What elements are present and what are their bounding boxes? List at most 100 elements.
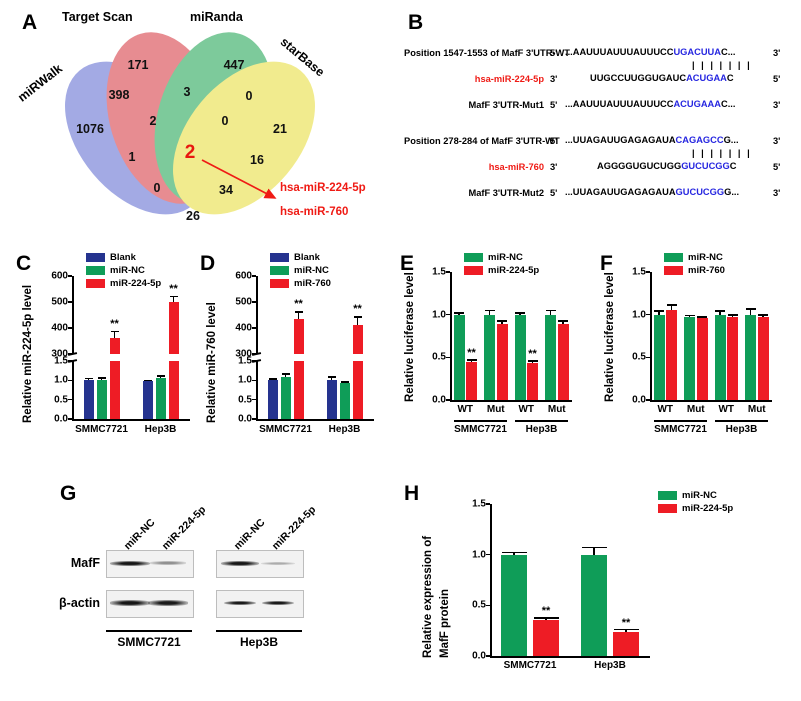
legend-label-0: miR-NC (682, 490, 717, 501)
seq-mut-post-1: C... (720, 99, 736, 109)
y-tick-lower (68, 379, 72, 382)
x-category-label: WT (457, 404, 474, 415)
venn-count-left-low: 0 (153, 181, 161, 195)
y-tick-label-upper: 500 (235, 296, 252, 308)
x-category-label: Mut (747, 404, 766, 415)
bar-miR-224-5p-0 (533, 619, 559, 656)
panel-d-letter: D (200, 252, 216, 275)
seq-target-5prime-2: 5' (550, 136, 558, 146)
bar-miR-224-5p-Hep3B-lower (168, 361, 179, 419)
errorbar-cap (558, 319, 568, 322)
x-axis (256, 419, 374, 421)
errorbar-cap (353, 316, 362, 319)
seq-mut-post-2: G... (724, 187, 740, 197)
seq-mirna-3prime-2: 3' (550, 162, 558, 172)
venn-count-right-mid: 16 (250, 153, 264, 167)
errorbar-cap (97, 376, 106, 379)
bar-miR-NC-1 (484, 314, 495, 400)
y-tick-label-upper: 600 (51, 270, 68, 282)
errorbar-cap (497, 319, 507, 322)
blot-band-0-1-0 (221, 560, 260, 566)
panel-a-letter: A (22, 11, 38, 34)
errorbar-cap (340, 380, 349, 383)
legend-label-1: miR-224-5p (488, 265, 540, 276)
legend-swatch-1 (464, 266, 483, 275)
significance-mark: ** (110, 317, 119, 330)
y-tick-label: 0.0 (472, 650, 486, 662)
bar-miR-NC-Hep3B (155, 378, 166, 419)
y-axis-label-line1: Relative expression of (422, 535, 434, 658)
seq-mut-sequence-2: ...UUAGAUUGAGAGAUAGUCUCGGG... (565, 187, 740, 197)
y-tick-lower (252, 379, 256, 382)
bar-miR-224-5p-Hep3B-upper (168, 302, 179, 354)
errorbar (113, 330, 116, 339)
errorbar-cap (110, 330, 119, 333)
y-tick-lower (68, 360, 72, 362)
y-tick-label: 0.5 (472, 599, 486, 611)
venn-count-center: 2 (184, 142, 196, 163)
legend-swatch-0 (664, 253, 683, 262)
blot-lane-label-1: miR-224-5p (159, 503, 209, 553)
y-tick (446, 271, 450, 273)
y-tick-label: 1.5 (632, 266, 646, 278)
y-axis (490, 504, 492, 656)
venn-label-targetscan: Target Scan (62, 10, 133, 24)
errorbar (670, 304, 673, 310)
errorbar-cap (715, 310, 725, 313)
bar-miR-NC-SMMC7721 (96, 380, 107, 419)
x-axis (490, 656, 650, 658)
x-category-label: Mut (486, 404, 505, 415)
seq-mirna-seed-1: ACUGAA (686, 73, 727, 83)
errorbar-cap (758, 313, 768, 316)
bar-miR-NC-SMMC7721 (280, 377, 291, 419)
seq-mut-seed-2: GUCUCGG (675, 187, 725, 197)
y-tick-label-upper: 300 (235, 348, 252, 360)
seq-pairing-bars-1: | | | | | | | (692, 60, 752, 70)
y-tick-label-lower: 1.5 (54, 355, 68, 367)
seq-mut-seed-1: ACUGAAA (673, 99, 721, 109)
blot-band-1-1-1 (261, 600, 294, 606)
bar-miR-NC-0 (453, 314, 465, 400)
venn-count-targetscan-miranda: 3 (183, 85, 191, 99)
chart-legend: miR-NC miR-224-5p (464, 252, 539, 278)
errorbar-cap (613, 628, 639, 631)
bar-miR-NC-2 (714, 314, 726, 400)
y-axis-label-line2: MafF protein (439, 589, 451, 658)
blot-box-0-1 (216, 550, 304, 578)
bar-miR-NC-3 (745, 314, 756, 400)
blot-cellline-label-0: SMMC7721 (117, 635, 181, 649)
seq-mut-5prime-2: 5' (550, 188, 558, 198)
y-tick-label-lower: 1.0 (54, 374, 68, 386)
legend-swatch-0 (86, 253, 105, 262)
seq-target-3prime-1: 3' (773, 48, 781, 58)
blot-cellline-underline-1 (216, 630, 302, 632)
y-tick-label: 0.0 (632, 394, 646, 406)
errorbar (172, 295, 175, 302)
errorbar-cap (484, 309, 495, 312)
bar-miR-NC-1 (581, 554, 607, 656)
legend-label-0: miR-NC (488, 252, 523, 263)
panel-f-chart: 0.0 0.5 1.0 1.5 Relative luciferase level WT M… (598, 250, 794, 450)
errorbar (330, 376, 333, 381)
venn-label-miranda: miRanda (190, 10, 243, 24)
group-label: SMMC7721 (454, 424, 507, 435)
y-tick-upper (252, 301, 256, 303)
y-tick-label: 1.0 (432, 309, 446, 321)
legend-swatch-1 (658, 504, 677, 513)
chart-legend: Blank miR-NC miR-760 (270, 252, 331, 291)
errorbar-cap (156, 375, 165, 378)
significance-mark: ** (528, 347, 537, 360)
errorbar-cap (466, 359, 477, 361)
y-tick-label: 1.5 (432, 266, 446, 278)
seq-mirna-pre-1: UUGCCUUGGUGAUC (590, 73, 687, 83)
legend-swatch-2 (270, 279, 289, 288)
bar-miR-NC-Hep3B (339, 382, 350, 419)
errorbar-cap (281, 373, 290, 376)
seq-mirna-5prime-2: 5' (773, 162, 781, 172)
y-tick-upper (252, 327, 256, 329)
errorbar-cap (169, 295, 178, 298)
errorbar-cap (527, 359, 538, 362)
y-tick-label-upper: 400 (51, 322, 68, 334)
panel-d-chart: 300 400 500 600 0.0 0.5 1.0 1.5 Relative miR-760… (198, 250, 388, 450)
legend-swatch-1 (86, 266, 105, 275)
